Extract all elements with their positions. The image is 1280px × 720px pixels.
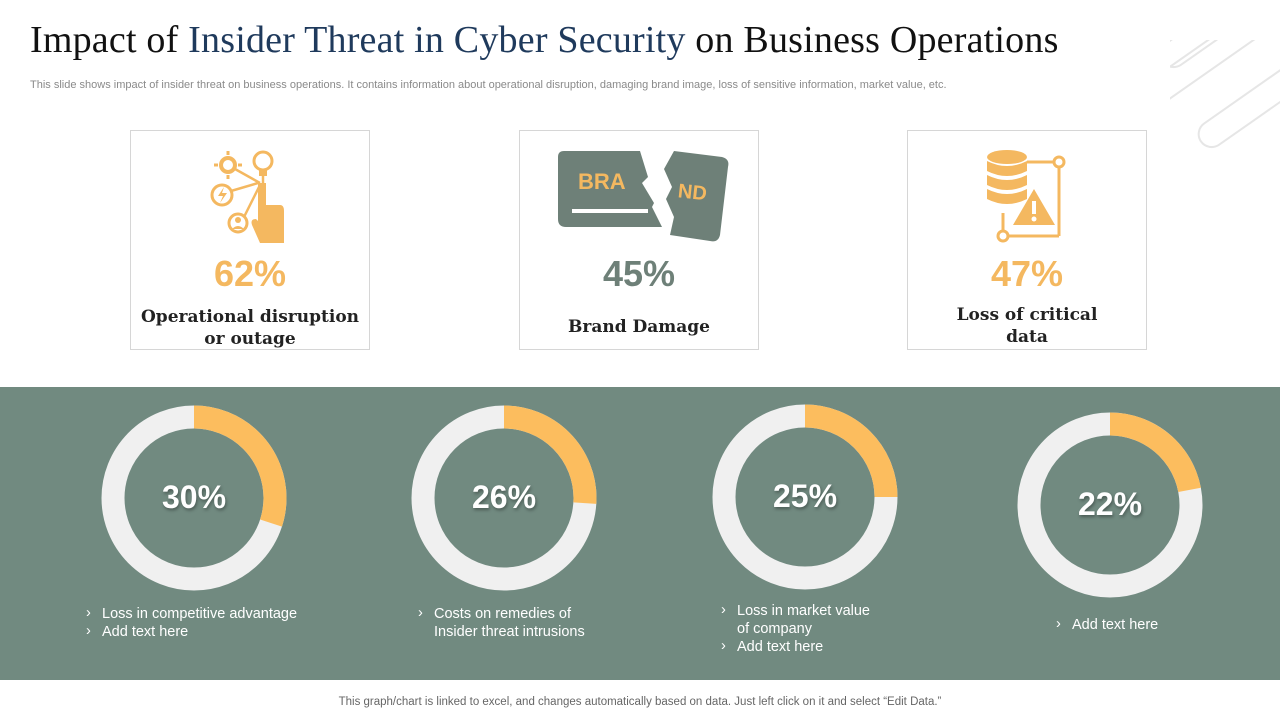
donut-chart	[1017, 412, 1203, 598]
card-label: Brand Damage	[530, 316, 748, 338]
donut-percent-label: 26%	[471, 479, 537, 515]
brand-left-text: BRA	[578, 169, 626, 194]
bullet-item: Add text here	[84, 622, 334, 641]
donut-bullets: Costs on remedies of Insider threat intr…	[416, 604, 596, 641]
donut-bullets: Loss in market value of company Add text…	[719, 601, 879, 656]
donut-chart	[101, 405, 287, 591]
title-highlight: Insider Threat in Cyber Security	[188, 19, 686, 61]
footer-note: This graph/chart is linked to excel, and…	[338, 696, 942, 708]
page-title: Impact of Insider Threat in Cyber Securi…	[30, 18, 1059, 62]
card-percent: 47%	[990, 253, 1064, 294]
donut-bullets: Loss in competitive advantage Add text h…	[84, 604, 334, 641]
title-part1: Impact of	[30, 19, 189, 61]
donut-chart	[712, 404, 898, 590]
bullet-item: Loss in market value of company	[719, 601, 879, 638]
card-label-line: Operational disruption	[141, 307, 360, 327]
donut-value-arc	[101, 405, 287, 591]
card-label-line: data	[1006, 327, 1048, 347]
brand-torn-icon: BRA ND	[520, 147, 758, 252]
card-percent: 62%	[213, 253, 287, 294]
card-label-line: Loss of critical	[956, 305, 1098, 325]
card-label: Loss of critical data	[918, 304, 1136, 348]
donut-value-arc	[1017, 412, 1203, 598]
card-percent: 45%	[602, 253, 676, 294]
network-hand-icon	[131, 145, 369, 250]
card-label-line: or outage	[204, 329, 296, 349]
donut-percent-label: 22%	[1077, 486, 1143, 522]
donut-percent-label: 30%	[161, 479, 227, 515]
donut-percent-label: 25%	[772, 478, 838, 514]
card-label-line: Brand Damage	[568, 317, 710, 337]
bullet-item: Loss in competitive advantage	[84, 604, 334, 623]
title-part2: on Business Operations	[685, 19, 1059, 61]
decorative-lines	[1170, 40, 1280, 149]
bullet-item: Costs on remedies of Insider threat intr…	[416, 604, 596, 641]
donut-value-arc	[411, 405, 597, 591]
page-subtitle: This slide shows impact of insider threa…	[30, 79, 947, 91]
card-brand-damage: BRA ND 45% Brand Damage	[519, 130, 759, 350]
card-label: Operational disruption or outage	[141, 306, 359, 350]
bullet-item: Add text here	[719, 637, 879, 656]
donut-value-arc	[712, 404, 898, 590]
donut-chart	[411, 405, 597, 591]
card-critical-data: 47% Loss of critical data	[907, 130, 1147, 350]
brand-right-text: ND	[677, 180, 708, 205]
database-warning-icon	[908, 145, 1146, 250]
donut-bullets: Add text here	[1054, 615, 1214, 634]
bullet-item: Add text here	[1054, 615, 1214, 634]
card-operational-disruption: 62% Operational disruption or outage	[130, 130, 370, 350]
